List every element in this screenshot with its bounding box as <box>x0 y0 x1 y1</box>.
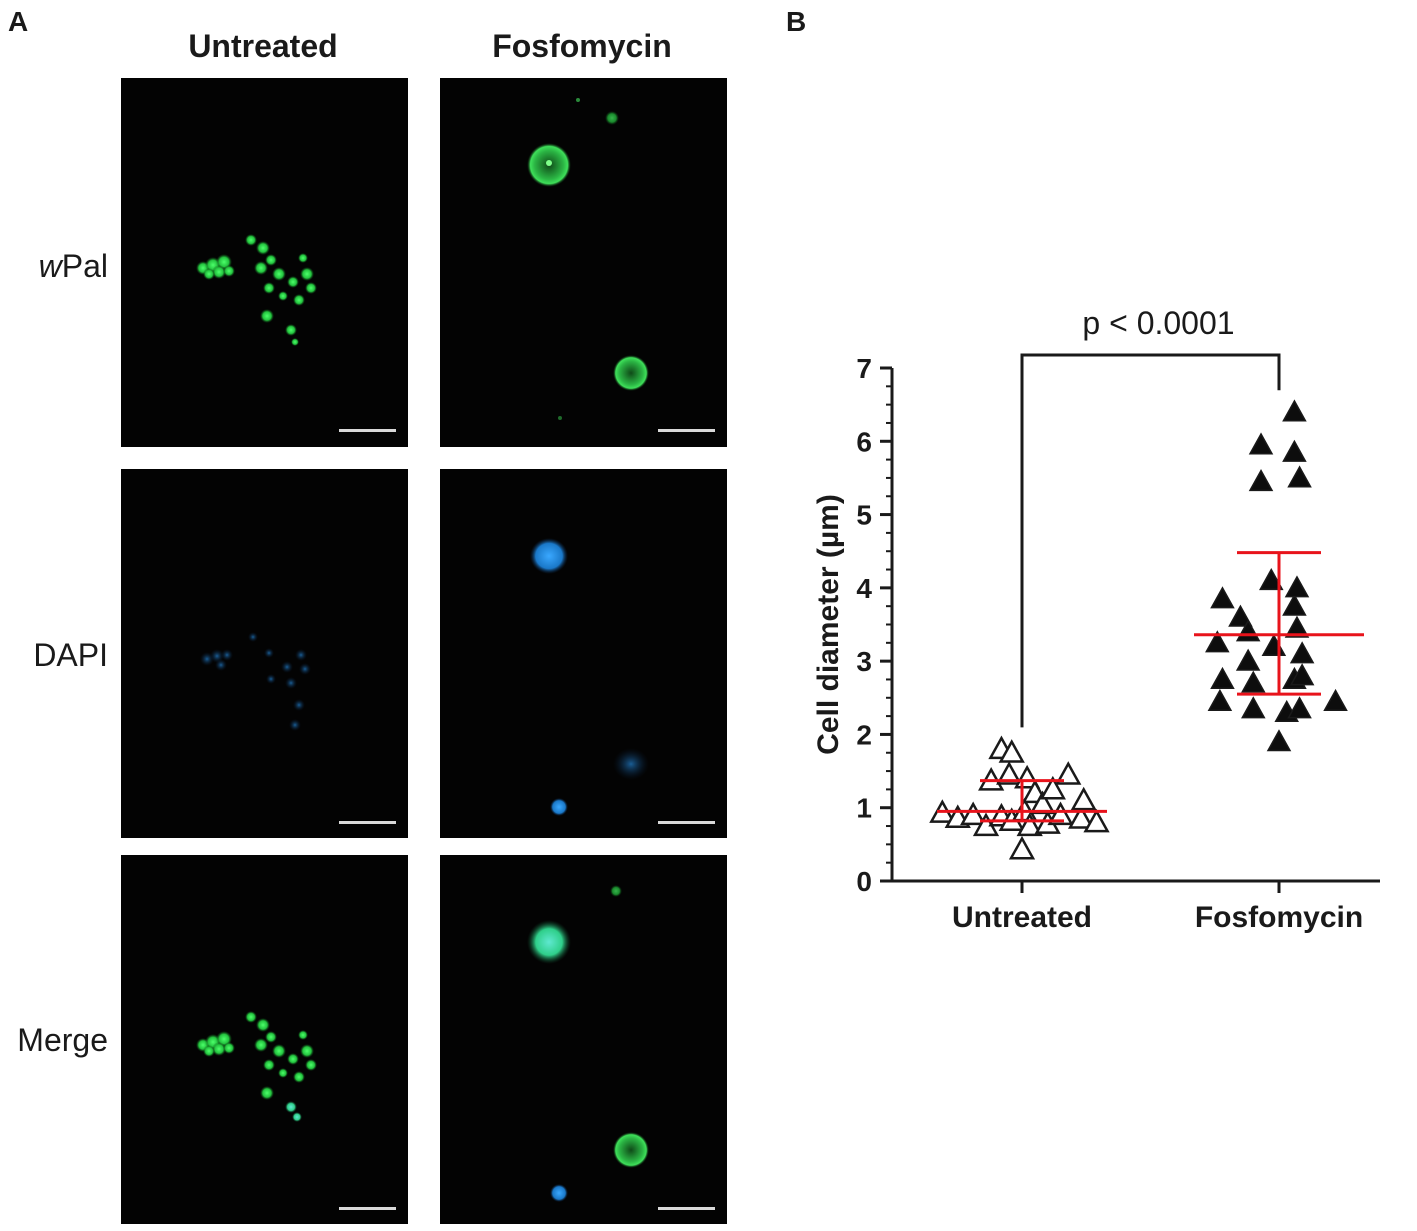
row-label-merge: Merge <box>17 1022 108 1059</box>
row-label-wpal-prefix: w <box>38 248 62 284</box>
scale-bar <box>339 821 396 824</box>
data-point-fosfomycin <box>1207 688 1233 711</box>
data-point-fosfomycin <box>1210 586 1235 609</box>
data-point-untreated <box>1083 808 1110 833</box>
data-point-fosfomycin <box>1210 666 1235 690</box>
micrograph-fosfomycin-wpal <box>440 78 727 447</box>
micrograph-fosfomycin-dapi <box>440 469 727 838</box>
data-point-fosfomycin <box>1287 696 1312 719</box>
data-point-untreated <box>1070 786 1097 811</box>
data-point-untreated <box>1047 801 1074 826</box>
row-label-wpal-rest: Pal <box>61 248 108 284</box>
data-point-fosfomycin <box>1241 670 1266 693</box>
data-point-fosfomycin <box>1287 465 1312 488</box>
y-tick-label: 1 <box>856 793 872 824</box>
scale-bar <box>339 429 396 432</box>
micrograph-untreated-merge-image <box>196 1011 396 1210</box>
column-heading-untreated: Untreated <box>188 28 338 64</box>
y-axis-title: Cell diameter (µm) <box>812 494 845 755</box>
cell-diameter-chart: 0 1 2 3 4 5 6 7 Cell diameter (µm) Untreated Fosfo… <box>812 305 1380 934</box>
y-tick-label: 7 <box>856 353 872 384</box>
data-point-untreated <box>996 761 1023 785</box>
micrograph-fosfomycin-merge-image <box>527 885 715 1210</box>
micrograph-fosfomycin-merge <box>440 855 727 1224</box>
data-point-fosfomycin <box>1289 663 1315 686</box>
scale-bar <box>658 821 715 824</box>
micrograph-fosfomycin-wpal-image <box>527 98 715 432</box>
data-point-fosfomycin <box>1235 648 1261 671</box>
row-label-dapi: DAPI <box>33 637 108 674</box>
data-point-fosfomycin <box>1241 696 1266 719</box>
micrograph-untreated-wpal <box>121 78 408 447</box>
micrograph-untreated-dapi-image <box>200 632 396 824</box>
data-point-fosfomycin <box>1282 439 1307 462</box>
data-point-fosfomycin <box>1228 604 1253 627</box>
y-tick-label: 0 <box>856 866 872 897</box>
x-tick-label: Untreated <box>952 901 1092 934</box>
y-tick-label: 5 <box>856 500 872 531</box>
x-tick-label: Fosfomycin <box>1195 901 1363 934</box>
data-point-fosfomycin <box>1282 593 1307 616</box>
data-point-fosfomycin <box>1248 469 1274 492</box>
data-point-fosfomycin <box>1205 630 1230 653</box>
data-point-untreated <box>1008 835 1036 860</box>
y-tick-label: 6 <box>856 426 872 457</box>
data-point-fosfomycin <box>1266 729 1292 752</box>
data-point-untreated <box>960 801 987 826</box>
micrograph-untreated-wpal-image <box>196 234 396 432</box>
scale-bar <box>658 429 715 432</box>
data-point-fosfomycin <box>1289 641 1315 664</box>
data-point-fosfomycin <box>1284 575 1310 598</box>
data-point-fosfomycin <box>1284 615 1310 638</box>
data-point-fosfomycin <box>1259 567 1284 591</box>
column-heading-fosfomycin: Fosfomycin <box>492 28 672 64</box>
data-point-untreated <box>1067 805 1095 829</box>
y-tick-label: 2 <box>856 719 872 750</box>
significance-bracket <box>1020 353 1281 728</box>
micrograph-untreated-dapi <box>121 469 408 838</box>
data-point-untreated <box>998 739 1025 763</box>
panel-label-b: B <box>786 6 807 37</box>
row-label-wpal: wPal <box>39 248 108 285</box>
data-point-untreated <box>1039 775 1066 800</box>
scale-bar <box>339 1207 396 1210</box>
row-label-merge-text: Merge <box>17 1022 108 1058</box>
data-point-untreated <box>1016 812 1043 837</box>
data-point-fosfomycin <box>1261 633 1287 657</box>
micrograph-untreated-merge <box>121 855 408 1224</box>
data-point-fosfomycin <box>1282 399 1307 422</box>
data-point-fosfomycin <box>1323 688 1348 711</box>
panel-label-a: A <box>8 6 29 37</box>
scale-bar <box>658 1207 715 1210</box>
data-point-fosfomycin <box>1248 432 1274 455</box>
data-point-untreated <box>1055 761 1082 785</box>
micrograph-fosfomycin-dapi-image <box>530 538 715 824</box>
p-value-annotation: p < 0.0001 <box>1082 305 1234 341</box>
y-tick-label: 4 <box>856 573 872 604</box>
row-label-dapi-text: DAPI <box>33 637 108 673</box>
y-tick-label: 3 <box>856 646 872 677</box>
